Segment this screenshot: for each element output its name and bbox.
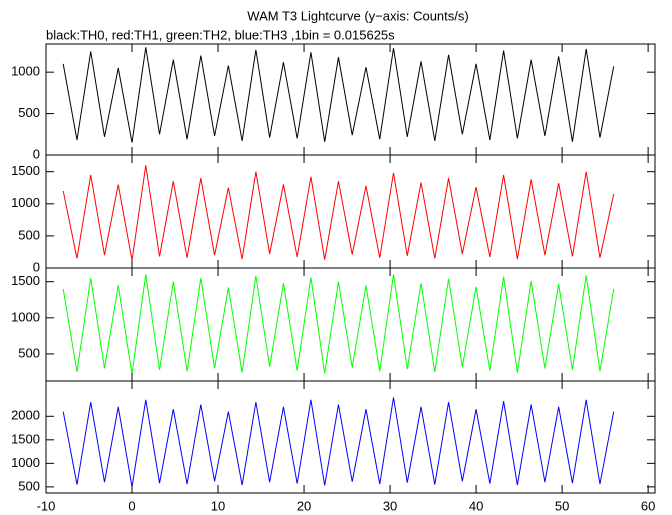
x-tick-label: 10	[211, 498, 225, 513]
y-tick-label: 1000	[11, 195, 40, 210]
x-tick-label: 60	[641, 498, 655, 513]
y-tick-label: 0	[33, 146, 40, 161]
series-line	[62, 397, 615, 487]
x-tick-label: 0	[128, 498, 135, 513]
x-tick-label: 40	[469, 498, 483, 513]
x-tick-label: -10	[37, 498, 56, 513]
y-tick-label: 1500	[11, 273, 40, 288]
x-tick-label: 30	[383, 498, 397, 513]
y-tick-label: 500	[18, 478, 40, 493]
series-line	[62, 47, 615, 143]
panel-frame	[45, 267, 656, 382]
x-tick-label: 50	[555, 498, 569, 513]
y-tick-label: 0	[33, 259, 40, 274]
y-tick-label: 500	[18, 105, 40, 120]
y-tick-label: 2000	[11, 408, 40, 423]
series-line	[62, 274, 615, 375]
y-tick-label: 500	[18, 227, 40, 242]
y-tick-label: 1000	[11, 455, 40, 470]
series-line	[62, 165, 615, 261]
panel-frame	[45, 380, 656, 494]
panel-frame	[45, 43, 656, 156]
y-tick-label: 1000	[11, 309, 40, 324]
y-tick-label: 500	[18, 345, 40, 360]
x-tick-label: 20	[297, 498, 311, 513]
y-tick-label: 1000	[11, 64, 40, 79]
chart-subtitle: black:TH0, red:TH1, green:TH2, blue:TH3 …	[46, 27, 395, 42]
y-tick-label: 1500	[11, 431, 40, 446]
y-tick-label: 1500	[11, 163, 40, 178]
chart-title: WAM T3 Lightcurve (y−axis: Counts/s)	[247, 8, 468, 23]
